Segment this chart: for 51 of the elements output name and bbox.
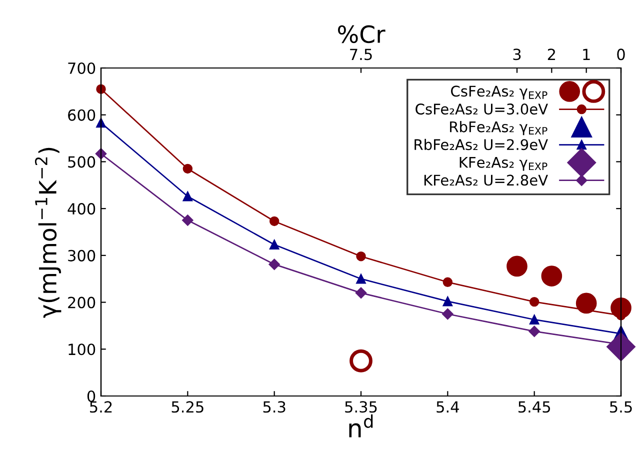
legend-label: RbFe₂As₂ γ$_{EXP}$ (450, 121, 548, 136)
x2-tick-label: 7.5 (350, 48, 372, 60)
point (610, 297, 632, 318)
x2-tick-label: 2 (548, 48, 555, 60)
point (182, 192, 193, 202)
point (529, 314, 540, 324)
point (268, 258, 280, 270)
x-tick-label: 5.3 (263, 401, 286, 413)
point (269, 240, 280, 250)
y-tick-label: 100 (68, 344, 96, 356)
x2-tick-label: 3 (513, 48, 521, 60)
point (182, 214, 194, 226)
x2-tick-label: 0 (617, 48, 625, 60)
point (606, 332, 636, 362)
y-axis-title: γ(mJmol$^{−1}$K$^{−2}$) (34, 148, 62, 318)
point (442, 308, 454, 320)
y-tick-label: 400 (68, 203, 96, 215)
legend-label: CsFe₂As₂ γ$_{EXP}$ (451, 86, 548, 100)
y-tick-label: 600 (68, 109, 96, 121)
point (506, 256, 528, 277)
y-tick-label: 700 (68, 62, 96, 74)
y-tick-label: 200 (68, 296, 96, 308)
point (528, 326, 540, 337)
x-tick-label: 5.2 (90, 401, 112, 413)
point (356, 252, 366, 262)
point (95, 148, 107, 160)
x-tick-label: 5.45 (518, 401, 550, 413)
legend-label: CsFe₂As₂ U=3.0eV (416, 104, 548, 115)
point (442, 277, 453, 287)
point (541, 266, 562, 286)
x2-tick-label: 1 (583, 48, 590, 60)
y-tick-label: 0 (87, 390, 96, 402)
x-tick-label: 5.35 (345, 401, 377, 413)
point (356, 274, 366, 284)
x-tick-label: 5.25 (172, 401, 204, 413)
legend-label: RbFe₂As₂ U=2.9eV (414, 138, 548, 150)
x-tick-label: 5.5 (610, 401, 632, 413)
y-tick-label: 300 (68, 250, 96, 262)
legend-label: KFe₂As₂ γ$_{EXP}$ (460, 157, 548, 171)
y-tick-label: 500 (68, 156, 96, 168)
legend-label: KFe₂As₂ U=2.8eV (424, 174, 548, 186)
x2-axis-title: %Cr (338, 25, 386, 44)
point (355, 287, 367, 299)
point (442, 296, 453, 306)
point (182, 164, 193, 174)
point (576, 292, 597, 314)
point (269, 216, 280, 226)
point (529, 296, 540, 307)
x-tick-label: 5.4 (436, 401, 459, 413)
x-axis-title: n$^{d}$ (349, 414, 373, 438)
point (350, 349, 372, 372)
